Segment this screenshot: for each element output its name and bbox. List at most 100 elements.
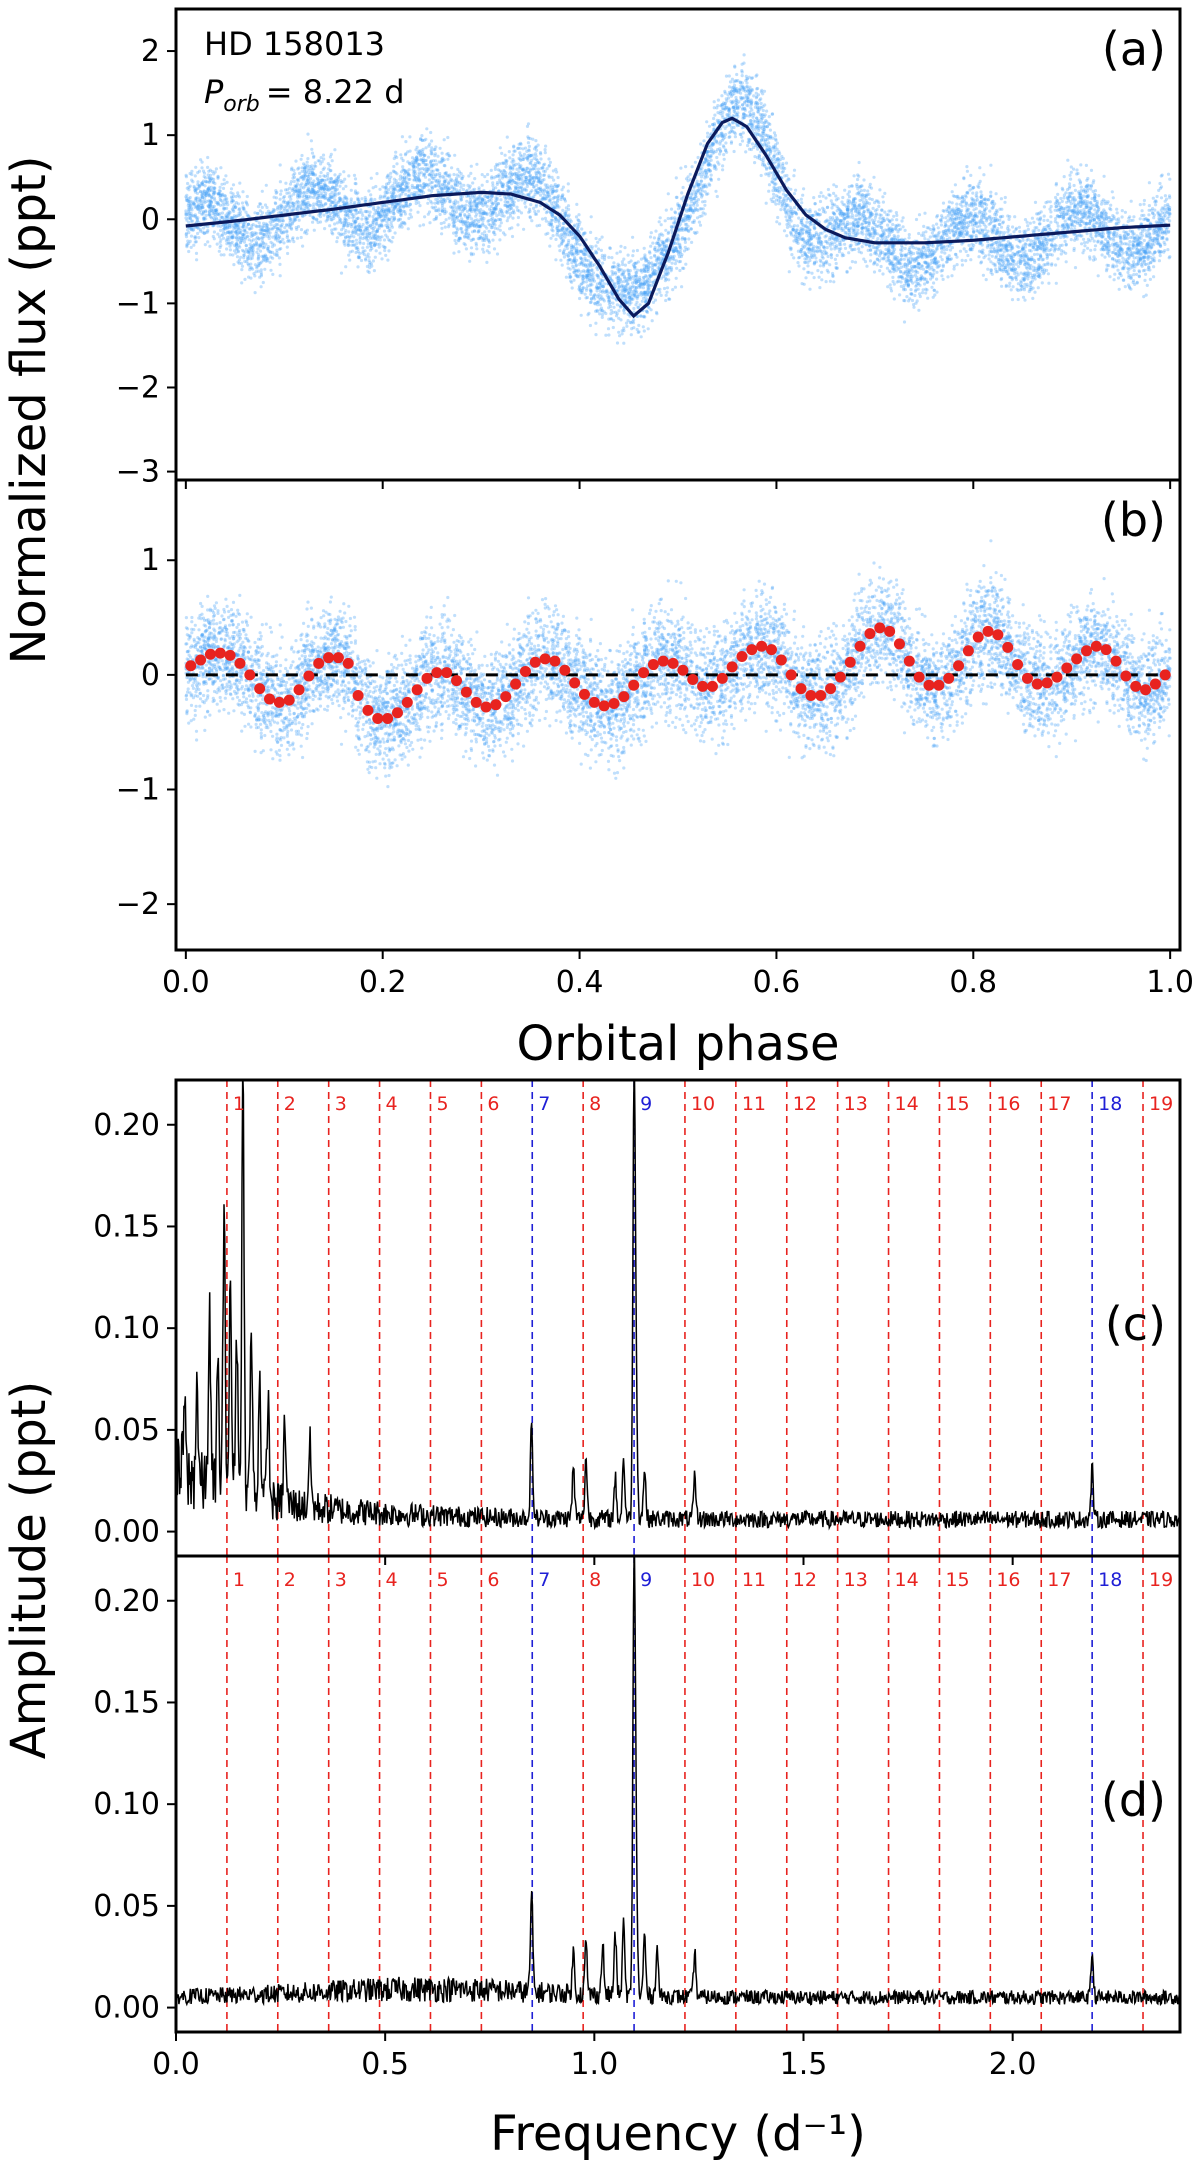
scatter-point [887, 230, 891, 234]
scatter-point [190, 172, 194, 177]
scatter-point [312, 184, 317, 188]
scatter-point [556, 175, 560, 180]
scatter-point [1115, 264, 1119, 268]
scatter-point [344, 236, 348, 240]
scatter-point [570, 286, 574, 290]
scatter-point [438, 212, 442, 217]
scatter-point [742, 61, 746, 65]
scatter-point [369, 241, 373, 245]
scatter-point [552, 178, 556, 182]
scatter-point [587, 311, 591, 315]
scatter-point [1158, 186, 1163, 190]
scatter-point [879, 234, 883, 238]
scatter-point [865, 264, 869, 268]
scatter-point [1100, 253, 1104, 257]
scatter-point [539, 152, 543, 156]
scatter-point [557, 244, 561, 248]
scatter-point [981, 220, 985, 224]
scatter-point [1074, 211, 1078, 215]
scatter-point [206, 173, 210, 177]
scatter-point [696, 155, 700, 160]
scatter-point [248, 251, 252, 255]
scatter-point [287, 200, 291, 204]
scatter-point [666, 216, 670, 221]
scatter-point [922, 224, 926, 228]
scatter-point [245, 203, 250, 207]
scatter-point [407, 216, 411, 220]
scatter-point [721, 144, 726, 148]
scatter-point [453, 205, 457, 209]
scatter-point [815, 213, 819, 217]
scatter-point [806, 264, 810, 268]
scatter-point [646, 260, 650, 264]
scatter-point [982, 212, 986, 216]
scatter-point [800, 253, 805, 258]
scatter-point [930, 285, 934, 289]
scatter-point [439, 221, 443, 226]
scatter-point [835, 221, 839, 225]
scatter-point [1122, 267, 1126, 271]
scatter-point [802, 187, 806, 191]
scatter-point [1148, 232, 1152, 236]
scatter-point [722, 145, 726, 149]
scatter-point [272, 195, 276, 199]
scatter-point [580, 227, 584, 231]
scatter-point [374, 184, 378, 189]
scatter-point [837, 250, 842, 254]
scatter-point [216, 232, 220, 236]
scatter-point [358, 241, 362, 245]
scatter-point [878, 269, 882, 273]
scatter-point [707, 124, 712, 128]
scatter-point [310, 187, 314, 192]
scatter-point [279, 219, 283, 223]
scatter-point [263, 253, 267, 257]
scatter-point [1152, 275, 1156, 279]
scatter-point [686, 247, 690, 251]
scatter-point [746, 143, 750, 148]
scatter-point [1138, 258, 1142, 262]
scatter-point [1016, 297, 1020, 302]
scatter-point [1080, 242, 1084, 246]
scatter-point [989, 190, 993, 194]
scatter-point [393, 231, 397, 235]
scatter-point [450, 166, 454, 170]
scatter-point [523, 188, 527, 192]
scatter-point [876, 237, 880, 241]
scatter-point [902, 257, 906, 261]
scatter-point [233, 205, 237, 209]
scatter-point [451, 205, 455, 209]
scatter-point [219, 253, 223, 257]
scatter-point [229, 191, 233, 195]
scatter-point [380, 224, 384, 228]
scatter-point [201, 190, 205, 194]
scatter-point [596, 268, 600, 272]
scatter-point [1102, 174, 1106, 178]
scatter-point [1083, 226, 1087, 230]
scatter-point [598, 287, 602, 291]
scatter-point [642, 246, 646, 250]
scatter-point [664, 298, 668, 303]
scatter-point [989, 246, 993, 250]
scatter-point [646, 327, 650, 331]
scatter-point [755, 116, 759, 120]
scatter-point [232, 209, 236, 213]
scatter-point [987, 253, 991, 257]
scatter-point [677, 227, 681, 231]
scatter-point [481, 222, 485, 226]
scatter-point [190, 208, 194, 212]
scatter-point [956, 236, 960, 240]
scatter-point [497, 162, 502, 166]
scatter-point [305, 228, 309, 232]
scatter-point [843, 188, 847, 192]
scatter-point [232, 249, 237, 253]
scatter-point [891, 227, 895, 231]
scatter-point [322, 194, 326, 198]
scatter-point [532, 185, 536, 189]
scatter-point [834, 194, 838, 198]
scatter-point [371, 186, 375, 190]
scatter-point [904, 253, 909, 257]
scatter-point [1056, 257, 1060, 261]
scatter-point [1000, 284, 1004, 288]
scatter-point [264, 242, 268, 246]
